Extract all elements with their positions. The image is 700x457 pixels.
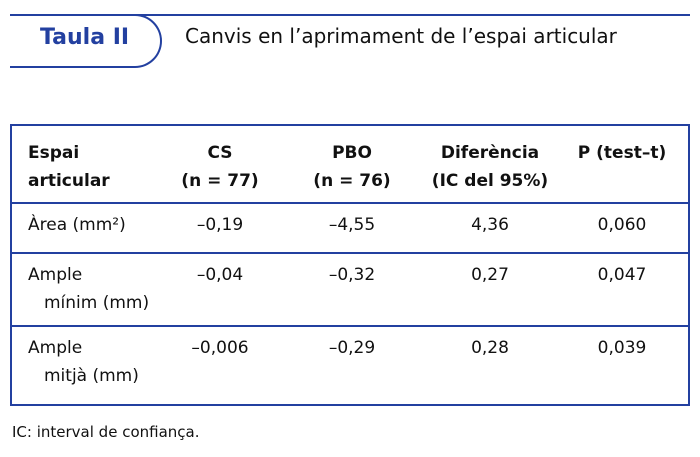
- row-rule: [12, 252, 688, 254]
- column-header: (IC del 95%): [431, 171, 549, 191]
- table-title: Canvis en l’aprimament de l’espai articu…: [185, 24, 617, 48]
- table: Espai articular CS (n = 77) PBO (n = 76) Difer…: [10, 124, 690, 406]
- cell-value: 0,039: [597, 338, 647, 358]
- column-header: Diferència: [440, 143, 540, 163]
- row-label: mitjà (mm): [44, 366, 139, 386]
- cell-value: 0,047: [597, 265, 647, 285]
- footnote: IC: interval de confiança.: [12, 423, 200, 441]
- column-header: articular: [28, 171, 110, 191]
- cell-value: 0,28: [471, 338, 509, 358]
- row-rule: [12, 202, 688, 204]
- cell-value: 4,36: [471, 215, 509, 235]
- column-header: PBO: [332, 143, 372, 163]
- column-header: (n = 76): [313, 171, 391, 191]
- row-label: Ample: [28, 265, 83, 285]
- cell-value: –0,04: [196, 265, 244, 285]
- cell-value: 0,060: [597, 215, 647, 235]
- cell-value: –0,006: [191, 338, 249, 358]
- column-header: Espai: [28, 143, 80, 163]
- header-rule: [10, 14, 690, 16]
- row-label: Àrea (mm²): [28, 215, 126, 235]
- row-label: Ample: [28, 338, 83, 358]
- cell-value: –0,32: [328, 265, 376, 285]
- column-header: P (test–t): [577, 143, 667, 163]
- cell-value: –0,19: [196, 215, 244, 235]
- table-label: Taula II: [40, 25, 130, 50]
- cell-value: –0,29: [328, 338, 376, 358]
- label-box: [10, 14, 162, 68]
- row-label: mínim (mm): [44, 293, 150, 313]
- cell-value: 0,27: [471, 265, 509, 285]
- column-header: CS: [207, 143, 233, 163]
- cell-value: –4,55: [328, 215, 376, 235]
- column-header: (n = 77): [181, 171, 259, 191]
- row-rule: [12, 325, 688, 327]
